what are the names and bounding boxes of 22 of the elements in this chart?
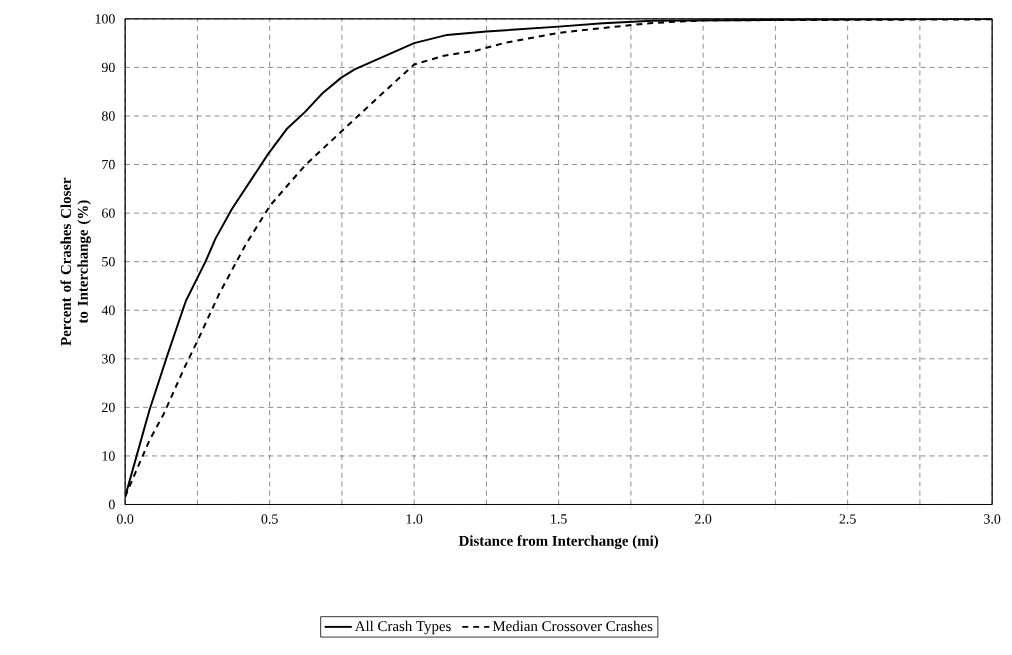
y-tick-label: 40 (101, 305, 115, 315)
y-tick-label: 30 (102, 353, 115, 364)
x-axis-title: Distance from Interchange (mi) (458, 534, 659, 549)
y-tick-label: 50 (102, 256, 115, 267)
y-tick-label: 70 (102, 159, 115, 170)
y-tick-label: 80 (101, 111, 115, 121)
y-tick-label: 0 (108, 499, 115, 509)
x-tick-label: 1.0 (406, 514, 423, 524)
y-tick-label: 10 (102, 451, 115, 461)
x-tick-label: 3.0 (984, 514, 1001, 524)
x-tick-label: 2.5 (839, 514, 856, 524)
legend-label: All Crash Types (354, 620, 451, 634)
y-tick-label: 100 (95, 13, 115, 24)
x-tick-label: 0.5 (261, 514, 278, 524)
y-tick-label: 90 (101, 62, 115, 72)
x-tick-label: 2.0 (695, 514, 712, 524)
x-tick-label: 1.5 (551, 514, 567, 524)
legend-label: Median Crossover Crashes (492, 620, 653, 631)
y-tick-label: 60 (102, 208, 115, 218)
x-tick-label: 0.0 (116, 514, 134, 524)
y-axis-title: Percent of Crashes Closer to Interchange (%) (60, 177, 91, 346)
y-tick-label: 20 (102, 402, 115, 412)
